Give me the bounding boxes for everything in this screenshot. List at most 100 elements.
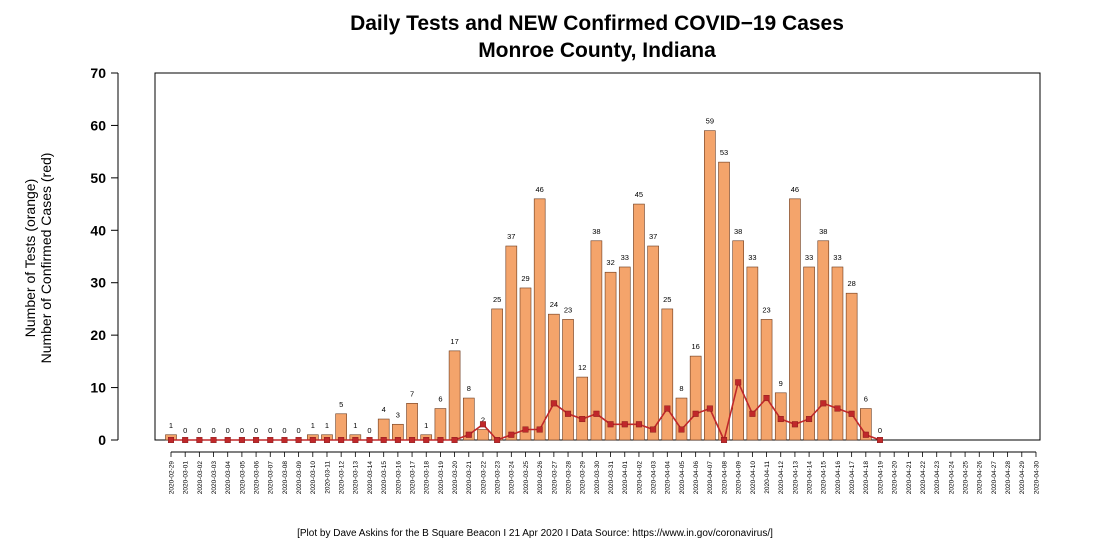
case-point (834, 405, 841, 412)
bar-value-label: 2 (481, 416, 485, 425)
case-point (423, 437, 430, 444)
case-point (777, 416, 784, 423)
test-bar (633, 203, 645, 441)
case-point (635, 421, 642, 428)
case-point (877, 437, 884, 444)
case-point (295, 437, 302, 444)
y-axis: 0 10 20 30 40 50 60 70 (90, 65, 119, 448)
test-bar (817, 240, 830, 441)
bar-value-labels: 10 0 0 0 0 0 0 0 01 15104371617822537294624231238… (169, 117, 882, 435)
x-tick-label: 2020-03-28 (565, 461, 572, 495)
case-point (182, 437, 189, 444)
bar-value-label: 0 (240, 426, 244, 435)
case-point (238, 437, 245, 444)
x-tick-label: 2020-04-03 (651, 461, 658, 495)
x-tick-label: 2020-04-16 (835, 461, 842, 495)
x-tick-label: 2020-03-04 (225, 461, 232, 495)
bar-value-label: 0 (226, 426, 230, 435)
test-bar (533, 198, 546, 441)
x-tick-label: 2020-03-14 (367, 461, 374, 495)
x-tick-label: 2020-04-15 (821, 461, 828, 495)
x-tick-label: 2020-03-26 (537, 461, 544, 495)
test-bar (675, 397, 688, 441)
test-bar (448, 350, 461, 441)
x-tick-label: 2020-04-01 (622, 461, 629, 495)
case-point (451, 437, 458, 444)
y-tick-label: 70 (90, 65, 106, 81)
x-tick-label: 2020-04-14 (807, 461, 814, 495)
x-tick-label: 2020-04-25 (962, 461, 969, 495)
x-tick-label: 2020-03-15 (381, 461, 388, 495)
bar-value-label: 0 (268, 426, 272, 435)
test-bars (165, 130, 872, 441)
case-point (820, 400, 827, 407)
bar-value-label: 0 (211, 426, 215, 435)
case-point (664, 405, 671, 412)
case-point (224, 437, 231, 444)
chart-subtitle: Monroe County, Indiana (478, 39, 716, 62)
x-tick-label: 2020-03-05 (239, 461, 246, 495)
x-tick-label: 2020-03-29 (580, 461, 587, 495)
case-point (749, 410, 756, 417)
x-tick-label: 2020-02-29 (168, 461, 175, 495)
bar-value-label: 53 (720, 148, 728, 157)
case-point (565, 410, 572, 417)
bar-value-label: 33 (833, 253, 841, 262)
test-bar (732, 240, 745, 441)
case-point (309, 437, 316, 444)
bar-value-label: 7 (410, 389, 414, 398)
bar-value-label: 33 (621, 253, 629, 262)
case-point (394, 437, 401, 444)
bar-value-label: 6 (438, 395, 442, 404)
x-tick-label: 2020-03-12 (339, 461, 346, 495)
x-tick-label: 2020-04-04 (665, 461, 672, 495)
test-bar (618, 266, 631, 441)
bar-value-label: 1 (169, 421, 173, 430)
case-point (579, 416, 586, 423)
case-point (522, 426, 529, 433)
x-tick-label: 2020-04-08 (721, 461, 728, 495)
x-tick-label: 2020-03-24 (509, 461, 516, 495)
case-point (806, 416, 813, 423)
case-point (848, 410, 855, 417)
bar-value-label: 8 (467, 384, 471, 393)
x-tick-label: 2020-04-27 (991, 461, 998, 495)
y-tick-label: 60 (90, 117, 106, 133)
case-point (494, 437, 501, 444)
x-tick-label: 2020-04-30 (1033, 461, 1040, 495)
case-point (465, 431, 472, 438)
x-tick-label: 2020-03-11 (324, 461, 331, 494)
case-point (607, 421, 614, 428)
x-axis: 2020-02-29 2020-03-01 2020-03-02 2020-03-03… (168, 451, 1040, 495)
bar-value-label: 0 (297, 426, 301, 435)
bar-value-label: 38 (819, 227, 827, 236)
bar-value-label: 3 (396, 410, 400, 419)
test-bar (377, 418, 390, 441)
case-point (692, 410, 699, 417)
y-tick-label: 0 (98, 432, 106, 448)
x-tick-label: 2020-03-16 (395, 461, 402, 495)
x-tick-label: 2020-04-22 (920, 461, 927, 495)
y-axis-label-tests: Number of Tests (orange) (22, 179, 38, 337)
bar-value-label: 23 (762, 305, 770, 314)
case-point (621, 421, 628, 428)
case-point (678, 426, 685, 433)
test-bar (760, 319, 773, 441)
bar-value-label: 4 (382, 405, 386, 414)
test-bar (519, 287, 532, 441)
bar-value-label: 1 (311, 421, 315, 430)
test-bar (604, 271, 617, 441)
x-tick-label: 2020-04-17 (849, 461, 856, 495)
bar-value-label: 46 (791, 185, 799, 194)
y-tick-label: 40 (90, 222, 106, 238)
test-bar (491, 308, 503, 441)
test-bar (335, 413, 347, 441)
case-point (706, 405, 713, 412)
test-bar (860, 408, 872, 441)
case-point (267, 437, 274, 444)
x-tick-label: 2020-03-19 (438, 461, 445, 495)
x-tick-label: 2020-03-18 (424, 461, 431, 495)
case-point (352, 437, 359, 444)
x-tick-label: 2020-04-29 (1019, 461, 1026, 495)
